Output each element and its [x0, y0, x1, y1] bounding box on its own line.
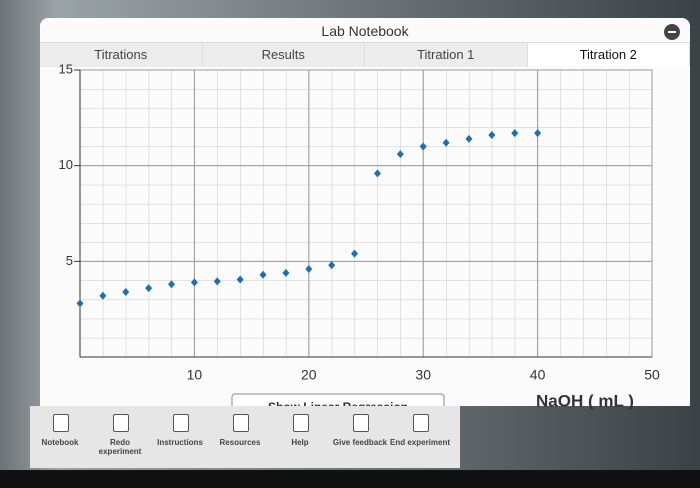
tab[interactable]: Results: [202, 43, 365, 67]
y-tick-label: 10: [59, 157, 73, 172]
close-button[interactable]: [664, 24, 680, 40]
x-tick-label: 10: [187, 367, 203, 383]
x-tick-label: 50: [644, 367, 660, 383]
toolbar-button[interactable]: Redo experiment: [90, 406, 150, 468]
x-axis-label: NaOH ( mL ): [536, 391, 634, 410]
x-tick-label: 40: [530, 367, 546, 383]
data-point: [282, 268, 290, 277]
data-point: [534, 129, 542, 138]
data-point: [328, 261, 336, 270]
data-point: [465, 134, 473, 143]
toolbar-button[interactable]: Notebook: [30, 406, 90, 468]
data-point: [442, 138, 450, 147]
data-point: [213, 277, 221, 286]
tab[interactable]: Titrations: [40, 43, 203, 67]
button-frame: [231, 393, 445, 406]
plot-area: [79, 69, 653, 358]
data-point: [488, 131, 496, 140]
data-point: [305, 264, 313, 273]
button-label: Show Linear Regression: [268, 400, 408, 414]
x-tick-label: 20: [301, 367, 317, 383]
window-title: Lab Notebook: [321, 23, 409, 39]
toolbar-button[interactable]: Instructions: [150, 406, 210, 468]
data-point: [168, 280, 176, 289]
data-point: [259, 270, 267, 279]
toolbar-button[interactable]: Give feedback: [330, 406, 390, 468]
data-point: [76, 299, 84, 308]
regression-button[interactable]: Show Linear Regression: [231, 393, 445, 418]
data-point: [99, 291, 107, 300]
y-tick-label: 5: [66, 253, 73, 268]
x-tick-label: 30: [415, 367, 431, 383]
data-point: [511, 129, 519, 138]
toolbar-button[interactable]: End experiment: [390, 406, 450, 468]
tabs: Titrations Results Titration 1 Titration 2: [40, 42, 690, 67]
toolbar: Notebook Redo experiment Instructions Resou…: [30, 406, 460, 468]
tab[interactable]: Titration 1: [365, 43, 528, 67]
toolbar-button[interactable]: Help: [270, 406, 330, 468]
tab[interactable]: Titration 2: [527, 43, 690, 67]
y-tick-label: 15: [59, 61, 73, 76]
chart: 10 20 30 40 50 5 10 15 NaOH ( mL ) Show Linear Re…: [58, 61, 660, 418]
data-point: [419, 142, 427, 151]
data-point: [145, 284, 153, 293]
data-point: [396, 150, 404, 159]
data-point: [351, 249, 359, 258]
data-point: [122, 287, 130, 296]
toolbar-button[interactable]: Resources: [210, 406, 270, 468]
data-point: [190, 278, 198, 287]
screen-bezel: [0, 470, 700, 488]
data-point: [373, 169, 381, 178]
data-point: [236, 275, 244, 284]
